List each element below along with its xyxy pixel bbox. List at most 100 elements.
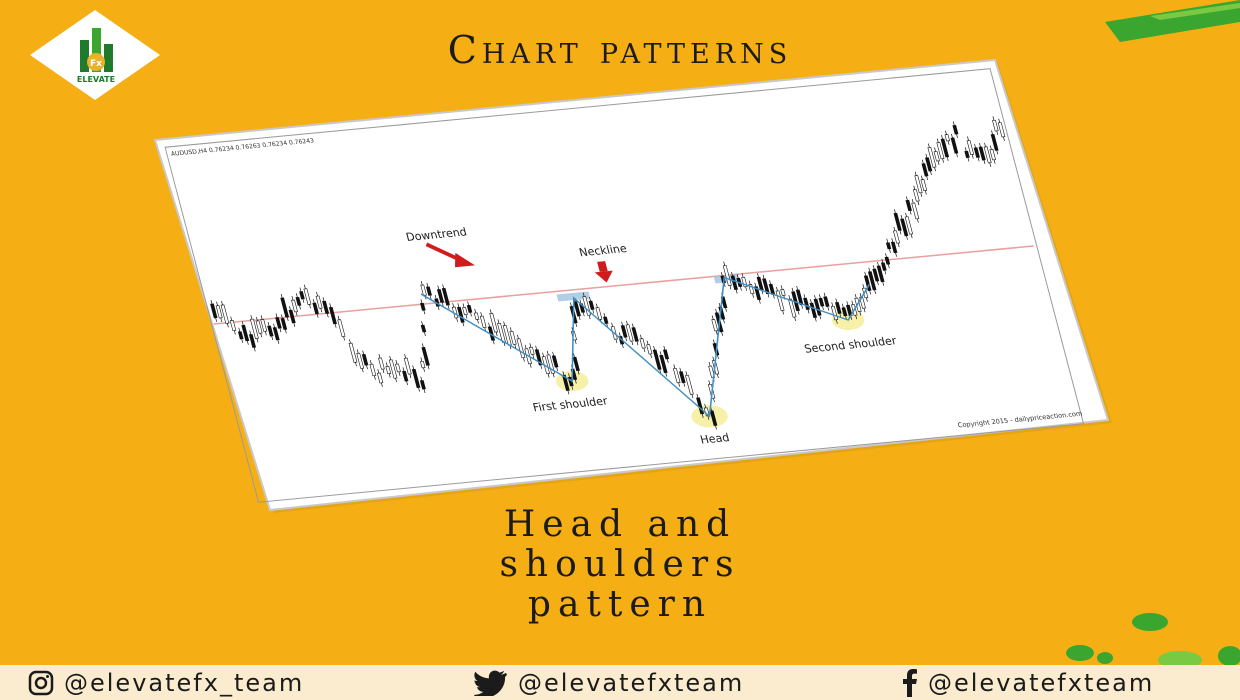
- green-blob-decoration: [1066, 613, 1240, 668]
- candle-body: [753, 286, 762, 301]
- candle-body: [893, 212, 902, 231]
- candle-body: [280, 297, 290, 318]
- candle-body: [348, 342, 358, 363]
- candle-body: [529, 346, 535, 355]
- candle-body: [933, 151, 940, 162]
- candle-body: [588, 300, 595, 310]
- candle-body: [426, 286, 432, 296]
- facebook-text: @elevatefxteam: [928, 669, 1155, 697]
- candle-body: [867, 271, 877, 291]
- twitter-icon: [474, 670, 507, 696]
- candle-body: [885, 242, 892, 250]
- instagram-icon: [28, 670, 54, 696]
- candle-body: [989, 149, 996, 161]
- candle-body: [646, 344, 653, 355]
- candle-body: [255, 320, 263, 334]
- candle-body: [818, 297, 825, 307]
- chart-frame: [164, 68, 1085, 503]
- elevate-logo: Fx ELEVATE: [30, 10, 160, 100]
- candle-body: [900, 218, 909, 237]
- candle-body: [890, 241, 898, 254]
- candle-body: [473, 312, 480, 320]
- candle-body: [876, 265, 885, 283]
- candle-body: [672, 367, 681, 384]
- candle-body: [904, 216, 914, 235]
- candle-body: [685, 374, 694, 395]
- neckline-line: [213, 245, 1034, 325]
- candle-body: [973, 147, 980, 158]
- neckline-arrow: [594, 261, 613, 283]
- candlesticks: [210, 116, 1006, 430]
- candle-body: [809, 302, 818, 318]
- candle-body: [337, 319, 346, 337]
- neckline-label: Neckline: [578, 242, 629, 259]
- social-footer: @elevatefx_team @elevatefxteam @elevatef…: [0, 665, 1240, 700]
- candle-body: [220, 304, 230, 324]
- instagram-handle[interactable]: @elevatefx_team: [28, 669, 304, 697]
- candle-body: [921, 163, 929, 177]
- candle-body: [925, 157, 933, 172]
- candle-body: [395, 363, 401, 373]
- logo-badge: Fx: [90, 59, 102, 69]
- candle-body: [388, 359, 398, 379]
- candle-body: [436, 289, 445, 303]
- candle-body: [421, 346, 430, 366]
- candle-body: [709, 410, 718, 426]
- candle-body: [489, 312, 499, 333]
- candle-body: [678, 371, 686, 384]
- candle-body: [603, 316, 609, 324]
- logo-text: ELEVATE: [77, 75, 115, 84]
- candle-body: [992, 119, 999, 132]
- candle-body: [369, 363, 377, 377]
- candle-body: [356, 352, 365, 369]
- candle-body: [631, 327, 639, 342]
- candle-body: [940, 138, 950, 158]
- candle-body: [841, 307, 848, 317]
- candle-body: [983, 146, 992, 164]
- twitter-handle[interactable]: @elevatefxteam: [474, 669, 744, 697]
- twitter-text: @elevatefxteam: [518, 669, 745, 697]
- candle-body: [662, 349, 670, 360]
- candle-body: [509, 330, 517, 345]
- candle-body: [248, 334, 257, 348]
- candle-body: [303, 288, 312, 305]
- candle-body: [275, 317, 282, 329]
- candle-body: [210, 303, 218, 319]
- candle-body: [950, 137, 959, 154]
- candle-body: [466, 304, 473, 313]
- candle-body: [402, 370, 409, 382]
- candle-body: [299, 291, 305, 300]
- candle-body: [893, 230, 901, 244]
- candle-body: [534, 349, 543, 366]
- candle-body: [462, 306, 468, 315]
- candle-body: [639, 338, 646, 349]
- candle-body: [914, 175, 923, 194]
- candle-body: [936, 142, 945, 160]
- pattern-line: [420, 276, 871, 418]
- candle-body: [280, 318, 288, 330]
- candle-body: [312, 302, 319, 315]
- candle-body: [920, 179, 928, 191]
- candle-body: [267, 325, 274, 337]
- candle-body: [659, 354, 668, 374]
- candle-body: [288, 309, 296, 324]
- candle-body: [546, 354, 556, 374]
- candle-body: [573, 301, 581, 317]
- pattern-title-line: pattern: [527, 584, 713, 625]
- candle-body: [479, 315, 487, 328]
- candle-body: [905, 199, 912, 212]
- candle-body: [441, 287, 450, 306]
- facebook-handle[interactable]: @elevatefxteam: [902, 669, 1154, 697]
- candle-body: [561, 374, 570, 391]
- candle-body: [215, 305, 223, 319]
- candle-body: [291, 299, 298, 313]
- candle-body: [572, 356, 580, 372]
- candle-body: [788, 298, 797, 318]
- page-title: Chart patterns: [447, 28, 793, 72]
- candle-body: [978, 146, 986, 161]
- candle-body: [361, 354, 369, 366]
- candle-body: [229, 320, 237, 331]
- downtrend-label: Downtrend: [405, 225, 469, 244]
- candle-body: [551, 355, 559, 368]
- candle-body: [780, 288, 786, 296]
